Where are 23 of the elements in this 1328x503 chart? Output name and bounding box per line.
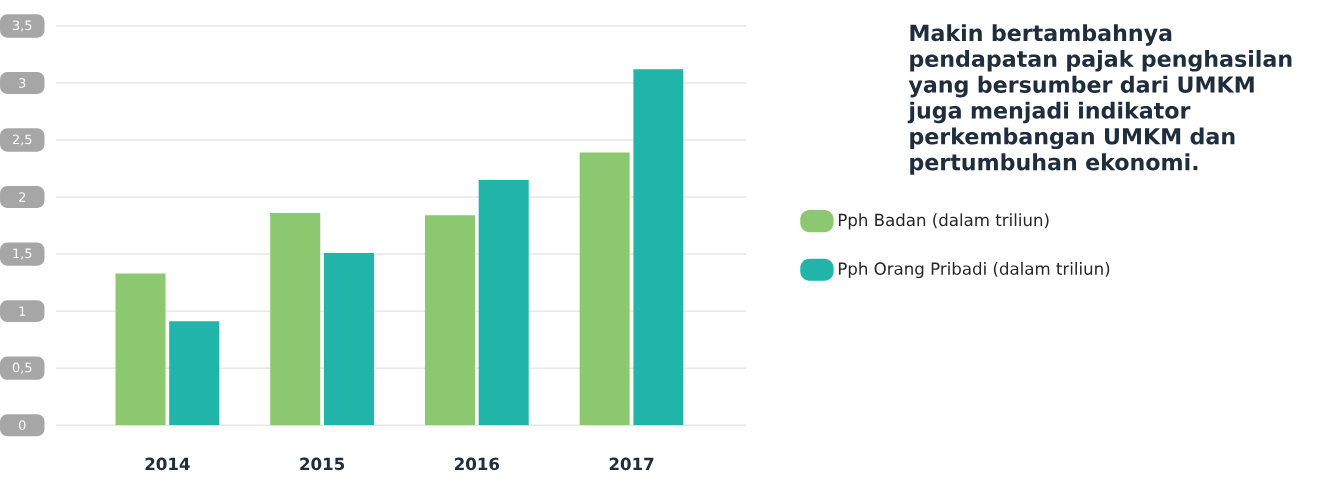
legend-label: Pph Badan (dalam triliun) bbox=[838, 213, 1049, 230]
y-tick-label: 3 bbox=[19, 78, 26, 88]
x-tick-label: 2016 bbox=[455, 457, 500, 471]
x-tick-label: 2017 bbox=[609, 457, 654, 471]
y-tick-label: 0,5 bbox=[12, 362, 32, 374]
legend-label: Pph Orang Pribadi (dalam triliun) bbox=[838, 262, 1110, 279]
bar bbox=[579, 152, 630, 426]
bar bbox=[633, 69, 684, 426]
bar bbox=[424, 215, 475, 426]
bar bbox=[478, 179, 529, 426]
y-tick-label: 0 bbox=[18, 420, 26, 431]
text: Makin bertambahnya pendapatan pajak penghasilan yang bersumber dari UMKM juga menjadi indikator perkembangan UMKM dan pertumbuhan ekonomi. bbox=[907, 24, 1292, 175]
y-tick-label: 2 bbox=[19, 192, 26, 202]
bar bbox=[115, 273, 166, 426]
y-tick-label: 1 bbox=[19, 306, 26, 316]
y-tick-label: 3,5 bbox=[12, 20, 32, 32]
y-tick-label: 2,5 bbox=[12, 134, 32, 146]
y-tick-label: 1,5 bbox=[13, 248, 32, 260]
bar bbox=[270, 213, 321, 426]
x-tick-label: 2015 bbox=[300, 457, 345, 471]
bar bbox=[323, 252, 374, 426]
x-tick-label: 2014 bbox=[145, 457, 190, 471]
bar bbox=[169, 321, 220, 426]
